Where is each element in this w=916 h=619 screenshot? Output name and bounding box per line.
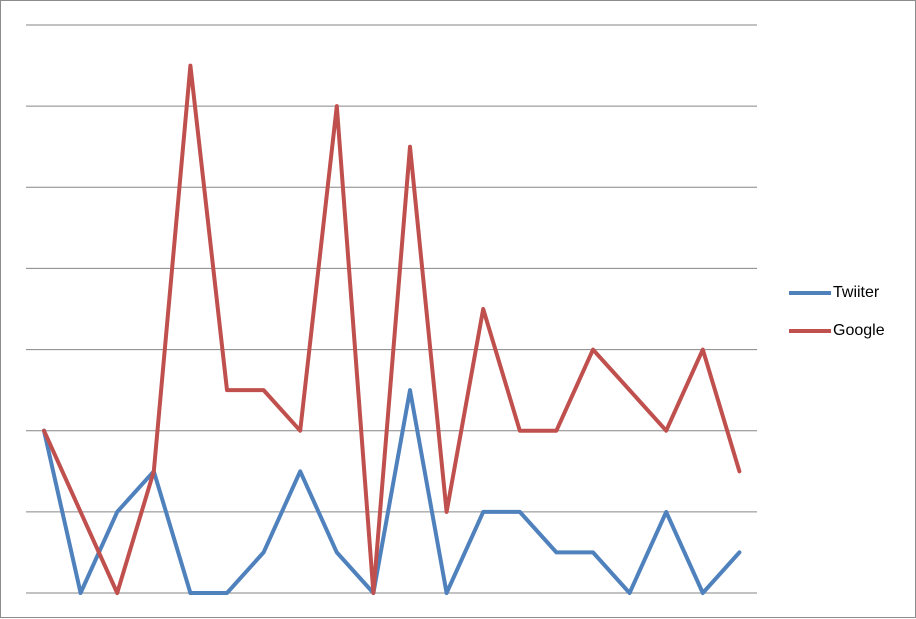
legend-item-twitter: Twiiter	[789, 281, 909, 305]
legend: Twiiter Google	[789, 281, 909, 357]
series-line-google	[42, 63, 742, 595]
legend-label-twitter: Twiiter	[833, 284, 880, 301]
legend-swatch-google	[789, 329, 831, 333]
gridlines	[26, 24, 757, 594]
series-layer	[42, 63, 742, 595]
legend-label-google: Google	[833, 322, 885, 339]
legend-item-google: Google	[789, 319, 909, 343]
legend-swatch-twitter	[789, 291, 831, 295]
series-line-twiiter	[42, 388, 742, 595]
